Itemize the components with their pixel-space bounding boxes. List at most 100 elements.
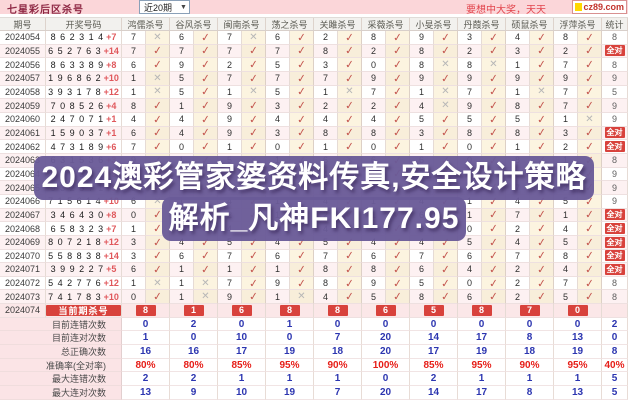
stat-cell: 8 [602,31,628,45]
check-icon: ✓ [488,31,499,45]
kill-number-cell: 1 [218,263,242,277]
kill-number-cell: 8 [122,99,146,113]
front-numbers: 7 0 8 5 2 6 [50,100,105,111]
stat-cell [602,304,628,318]
back-number: +5 [106,264,117,275]
x-icon: ✕ [585,113,594,125]
draw-code-cell: 6 5 8 3 2 3 +7 [46,222,122,236]
result-mark-cell: ✓ [242,263,266,277]
result-mark-cell: ✓ [434,140,458,154]
kill-number-cell: 8 [458,58,482,72]
top-bar: 七星彩后区杀号 近20期 ▼ 要想中大奖，天天 cz89.com [0,0,628,16]
kill-number-cell: 4 [506,31,530,45]
table-row: 2024072 5 4 2 7 7 6 +12 1 ✕ 1 ✕ 7 ✓ 9 ✓ 8 ✓ 9 ✓ 5 ✓ 0 ✓ 2 ✓ 7… [0,276,628,291]
stats-value-cell: 80% [122,358,170,373]
promo-marquee: 要想中大奖，天天 [466,5,546,16]
check-icon: ✓ [200,45,211,58]
check-icon: ✓ [440,45,451,58]
check-icon: ✓ [488,277,499,291]
result-mark-cell: ✓ [578,263,602,277]
kill-number-cell: 1 [314,85,338,100]
check-icon: ✓ [296,249,307,263]
kill-number-cell: 2 [458,44,482,59]
result-mark-cell: ✓ [386,263,410,277]
front-numbers: 7 1 5 6 1 4 [48,196,102,207]
result-mark-cell: ✓ [242,276,266,291]
result-mark-cell: ✓ [482,249,506,264]
kill-number-cell: 7 [554,99,578,113]
check-icon: ✓ [488,290,499,304]
stats-value-cell: 0 [122,317,170,332]
result-mark-cell: ✕ [146,276,170,291]
column-header: 丹葭杀号 [458,18,506,30]
result-mark-cell: ✓ [482,290,506,305]
result-mark-cell: ✓ [482,235,506,250]
current-kill-cell: 8 [314,304,362,318]
result-mark-cell: ✓ [242,140,266,154]
stats-total-cell: 2 [602,317,628,332]
period-range-select[interactable]: 近20期 ▼ [139,0,190,14]
result-mark-cell: ✓ [530,44,554,59]
stats-value-cell: 17 [410,345,458,359]
stats-row-label: 总正确次数 [0,345,122,359]
stats-value-cell: 95% [266,358,314,373]
stats-value-cell: 8 [506,386,554,400]
stat-cell: 5 [602,85,628,100]
kill-number-cell: 2 [314,31,338,45]
issue-cell: 2024074 [0,304,46,318]
stats-value-cell: 2 [122,372,170,387]
stat-cell: 全对 [602,44,628,59]
front-numbers: 7 4 1 7 8 3 [48,291,102,302]
kill-number-cell: 9 [266,276,290,291]
stat-cell: 9 [602,112,628,127]
check-icon: ✓ [584,263,595,277]
result-mark-cell: ✓ [290,44,314,59]
kill-number-cell: 5 [554,290,578,305]
kill-number-cell: 7 [314,71,338,86]
result-mark-cell: ✓ [578,235,602,250]
stats-value-cell: 13 [122,386,170,400]
column-header: 小旻杀号 [410,18,458,30]
result-mark-cell: ✕ [242,31,266,45]
result-mark-cell: ✓ [338,140,362,154]
issue-cell: 2024054 [0,31,46,45]
draw-code-cell: 8 6 3 3 8 9 +8 [46,58,122,72]
site-logo-badge[interactable]: cz89.com [572,0,627,14]
stats-value-cell: 20 [362,331,410,346]
check-icon: ✓ [440,126,451,140]
stats-value-cell: 0 [218,317,266,332]
check-icon: ✓ [392,86,403,99]
table-row: 2024059 7 0 8 5 2 6 +4 8 ✓ 1 ✓ 9 ✓ 3 ✓ 2 ✓ 2 ✓ 4 ✕ 9 ✓ 8 ✓ 7 ✓… [0,99,628,113]
check-icon: ✓ [488,263,499,277]
current-kill-cell: 6 [218,304,266,318]
kill-number-cell: 1 [170,290,194,305]
check-icon: ✓ [152,45,163,58]
stat-cell: 全对 [602,126,628,141]
back-number: +12 [103,237,119,248]
current-kill-label: 当前期杀号 [46,304,121,316]
result-mark-cell: ✓ [146,263,170,277]
table-row: 2024062 4 7 3 1 8 9 +6 7 ✓ 0 ✓ 1 ✓ 0 ✓ 1 ✓ 0 ✓ 1 ✓ 0 ✓ 1 ✓ 2 ✓… [0,140,628,154]
check-icon: ✓ [536,249,547,263]
stats-total-cell: 0 [602,331,628,346]
result-mark-cell: ✓ [482,99,506,113]
kill-number-cell: 3 [458,31,482,45]
issue-cell: 2024059 [0,99,46,113]
kill-number-cell: 0 [458,140,482,154]
back-number: +14 [103,250,119,261]
check-icon: ✓ [152,263,163,277]
kill-number-cell: 3 [266,99,290,113]
stats-value-cell: 10 [218,331,266,346]
issue-cell: 2024055 [0,44,46,59]
all-correct-badge: 全对 [604,236,625,248]
table-row: 2024070 5 5 8 8 3 8 +14 3 ✓ 6 ✓ 7 ✓ 6 ✓ 7 ✓ 6 ✓ 7 ✓ 6 ✓ 7 ✓ 8… [0,249,628,264]
table-row: 2024057 1 9 6 8 6 2 +10 1 ✕ 5 ✓ 7 ✓ 7 ✓ 7 ✓ 9 ✓ 9 ✓ 9 ✓ 9 ✓ 9… [0,71,628,86]
result-mark-cell: ✕ [482,58,506,72]
kill-number-cell: 7 [554,85,578,100]
kill-number-cell: 8 [410,290,434,305]
stats-value-cell: 2 [410,372,458,387]
column-header: 鸿儒杀号 [122,18,170,30]
kill-number-cell: 8 [554,31,578,45]
kill-number-cell: 1 [554,208,578,223]
result-mark-cell: ✓ [482,112,506,127]
